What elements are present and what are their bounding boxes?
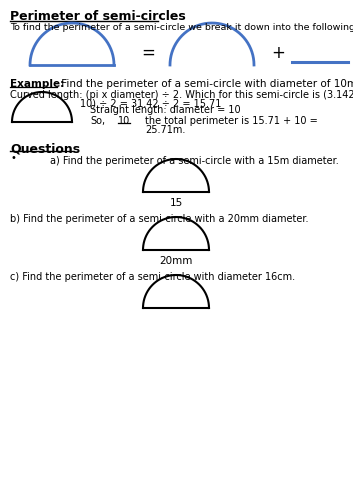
Text: So,: So, [90, 116, 105, 126]
Text: •: • [10, 153, 16, 163]
Text: Perimeter of semi-circles: Perimeter of semi-circles [10, 10, 186, 23]
Text: c) Find the perimeter of a semi-circle with diameter 16cm.: c) Find the perimeter of a semi-circle w… [10, 272, 295, 282]
Text: 10) ÷ 2 = 31.42 ÷ 2 = 15.71: 10) ÷ 2 = 31.42 ÷ 2 = 15.71 [80, 99, 221, 109]
Text: the total perimeter is 15.71 + 10 =: the total perimeter is 15.71 + 10 = [145, 116, 318, 126]
Text: Example:: Example: [10, 79, 64, 89]
Text: 25.71m.: 25.71m. [145, 125, 185, 135]
Text: a) Find the perimeter of a semi-circle with a 15m diameter.: a) Find the perimeter of a semi-circle w… [50, 156, 339, 166]
Text: 20mm: 20mm [159, 256, 193, 266]
Text: b) Find the perimeter of a semi-circle with a 20mm diameter.: b) Find the perimeter of a semi-circle w… [10, 214, 309, 224]
Text: +: + [271, 44, 285, 62]
Text: Questions: Questions [10, 142, 80, 155]
Text: Straight length: diameter = 10: Straight length: diameter = 10 [90, 105, 241, 115]
Text: 10: 10 [118, 116, 130, 126]
Text: To find the perimeter of a semi-circle we break it down into the following:: To find the perimeter of a semi-circle w… [10, 23, 353, 32]
Text: 15: 15 [169, 198, 183, 208]
Text: =: = [141, 44, 155, 62]
Text: Find the perimeter of a semi-circle with diameter of 10m.: Find the perimeter of a semi-circle with… [58, 79, 353, 89]
Text: Curved length: (pi x diameter) ÷ 2. Which for this semi-circle is (3.142 x: Curved length: (pi x diameter) ÷ 2. Whic… [10, 90, 353, 100]
